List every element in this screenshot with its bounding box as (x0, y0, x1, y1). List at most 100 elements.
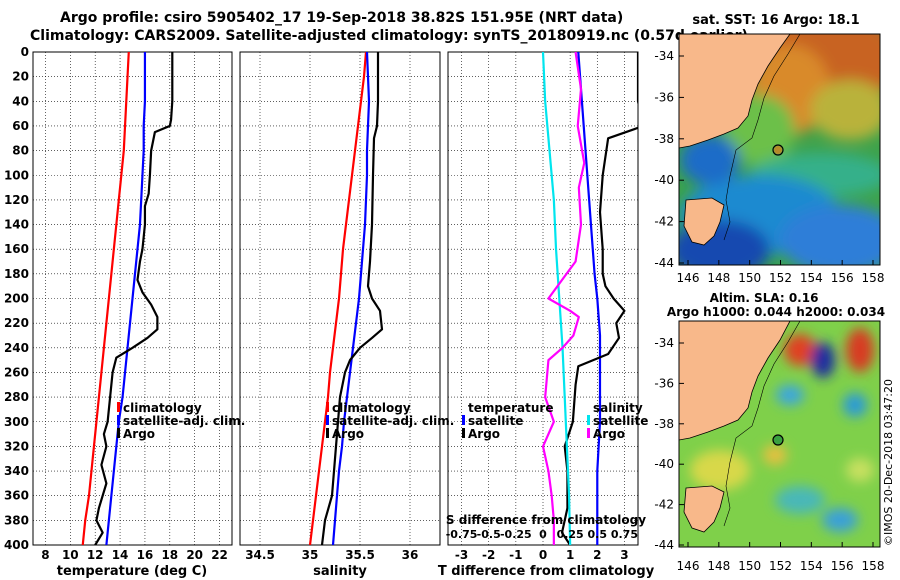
legend-swatch-satellite (326, 415, 329, 425)
depth-tick-label: 20 (12, 70, 29, 84)
legend-swatch-argo (587, 428, 590, 438)
legend-title-temperature: temperature (468, 401, 553, 415)
depth-tick-label: 240 (4, 341, 29, 355)
legend-swatch-satellite (117, 415, 120, 425)
figure-title-line2: Climatology: CARS2009. Satellite-adjuste… (30, 28, 748, 44)
depth-tick-label: 260 (4, 365, 29, 379)
map-y-tick-label: -42 (654, 498, 674, 512)
x-tick-label: 22 (211, 548, 228, 562)
series-line-temperature-argo (560, 52, 638, 545)
legend-label-satellite: satellite-adj. clim. (332, 414, 454, 428)
legend-label-satellite: satellite-adj. clim. (123, 414, 245, 428)
sla-map-frame (678, 320, 881, 548)
salinity-difference-x-ticks: -0.75 -0.5 -0.25 0 0.25 0.5 0.75 (446, 528, 638, 541)
legend-swatch-satellite (587, 415, 590, 425)
x-tick-label: 16 (137, 548, 154, 562)
map-y-tick-label: -34 (654, 336, 674, 350)
legend-swatch-argo (326, 428, 329, 438)
depth-tick-label: 160 (4, 242, 29, 256)
legend-swatch-argo (117, 428, 120, 438)
sla-map-subtitle: Argo h1000: 0.044 h2000: 0.034 (667, 305, 885, 319)
map-x-tick-label: 148 (707, 559, 730, 573)
map-x-tick-label: 146 (677, 271, 700, 285)
x-tick-label: 18 (161, 548, 178, 562)
depth-tick-label: 380 (4, 513, 29, 527)
depth-tick-label: 40 (12, 94, 29, 108)
s-diff-tick-label: -0.25 (500, 528, 532, 541)
series-line-temperature-satellite (577, 52, 602, 545)
sst-map-title: sat. SST: 16 Argo: 18.1 (692, 13, 859, 28)
map-y-tick-label: -40 (654, 173, 674, 187)
depth-tick-label: 180 (4, 267, 29, 281)
depth-tick-label: 100 (4, 168, 29, 182)
sla-map-y-ticks: -34 -36 -38 -40 -42 -44 (654, 336, 684, 552)
map-x-tick-label: 152 (769, 271, 792, 285)
sla-map-x-ticks: 146 148 150 152 154 156 158 (677, 542, 884, 573)
sst-map-x-ticks: 146 148 150 152 154 156 158 (677, 260, 884, 285)
map-y-tick-label: -36 (654, 376, 674, 390)
map-y-tick-label: -44 (654, 256, 674, 270)
depth-tick-label: 340 (4, 464, 29, 478)
series-line-satellite-adj-clim- (331, 52, 371, 545)
x-tick-label: 35.5 (345, 548, 375, 562)
x-tick-label: 8 (41, 548, 49, 562)
sla-map (679, 321, 880, 547)
map-y-tick-label: -36 (654, 90, 674, 104)
s-difference-axis-label: S difference from climatology (446, 513, 646, 527)
legend-label-climatology: climatology (332, 401, 411, 415)
salinity-series (308, 52, 384, 545)
s-diff-tick-label: 0.5 (588, 528, 608, 541)
depth-tick-label: 200 (4, 292, 29, 306)
series-line-argo (320, 52, 384, 545)
map-x-tick-label: 154 (800, 271, 823, 285)
coastline (679, 321, 791, 441)
series-line-salinity-argo (541, 52, 586, 545)
shelf-contour (723, 34, 801, 241)
legend-label-satellite: satellite (468, 414, 523, 428)
legend-label-argo: Argo (123, 427, 155, 441)
depth-tick-label: 360 (4, 489, 29, 503)
salinity-axis-label: salinity (313, 564, 367, 579)
series-line-satellite-adj-clim- (105, 52, 147, 545)
legend-label-climatology: climatology (123, 401, 202, 415)
x-tick-label: -2 (482, 548, 495, 562)
x-tick-label: 34.5 (245, 548, 275, 562)
temperature-legend: climatology satellite-adj. clim. Argo (117, 401, 245, 441)
x-tick-label: 2 (593, 548, 601, 562)
series-line-climatology (81, 52, 130, 545)
s-diff-tick-label: -0.75 (446, 528, 478, 541)
salinity-x-ticks: 34.5 35 35.5 36 (245, 548, 418, 562)
x-tick-label: 1 (566, 548, 574, 562)
depth-tick-label: 400 (4, 538, 29, 552)
map-y-tick-label: -34 (654, 49, 674, 63)
map-y-tick-label: -38 (654, 417, 674, 431)
x-tick-label: 20 (186, 548, 203, 562)
figure-title-line1: Argo profile: csiro 5905402_17 19-Sep-20… (60, 10, 623, 26)
tasmania (683, 485, 725, 533)
map-x-tick-label: 156 (831, 271, 854, 285)
legend-swatch-argo (462, 428, 465, 438)
legend-title-salinity: salinity (593, 401, 643, 415)
legend-label-argo: Argo (593, 427, 625, 441)
difference-salinity-legend: salinity satellite Argo (587, 401, 648, 441)
depth-tick-label: 0 (21, 45, 29, 59)
sst-map-y-ticks: -34 -36 -38 -40 -42 -44 (654, 49, 684, 270)
map-x-tick-label: 154 (800, 559, 823, 573)
map-x-tick-label: 146 (677, 559, 700, 573)
depth-tick-label: 60 (12, 119, 29, 133)
shelf-contour (723, 321, 801, 527)
coastline (679, 34, 791, 149)
depth-tick-label: 120 (4, 193, 29, 207)
map-y-tick-label: -38 (654, 132, 674, 146)
sla-map-title: Altim. SLA: 0.16 (710, 291, 819, 305)
series-line-argo (94, 52, 174, 545)
depth-tick-label: 140 (4, 218, 29, 232)
temperature-x-ticks: 8 10 12 14 16 18 20 22 (41, 548, 228, 562)
map-x-tick-label: 150 (738, 271, 761, 285)
depth-tick-label: 280 (4, 390, 29, 404)
sst-map-frame (678, 33, 881, 266)
series-line-climatology (308, 52, 368, 545)
legend-swatch-climatology (117, 402, 120, 412)
imos-watermark: ©IMOS 20-Dec-2018 03:47:20 (882, 379, 895, 546)
